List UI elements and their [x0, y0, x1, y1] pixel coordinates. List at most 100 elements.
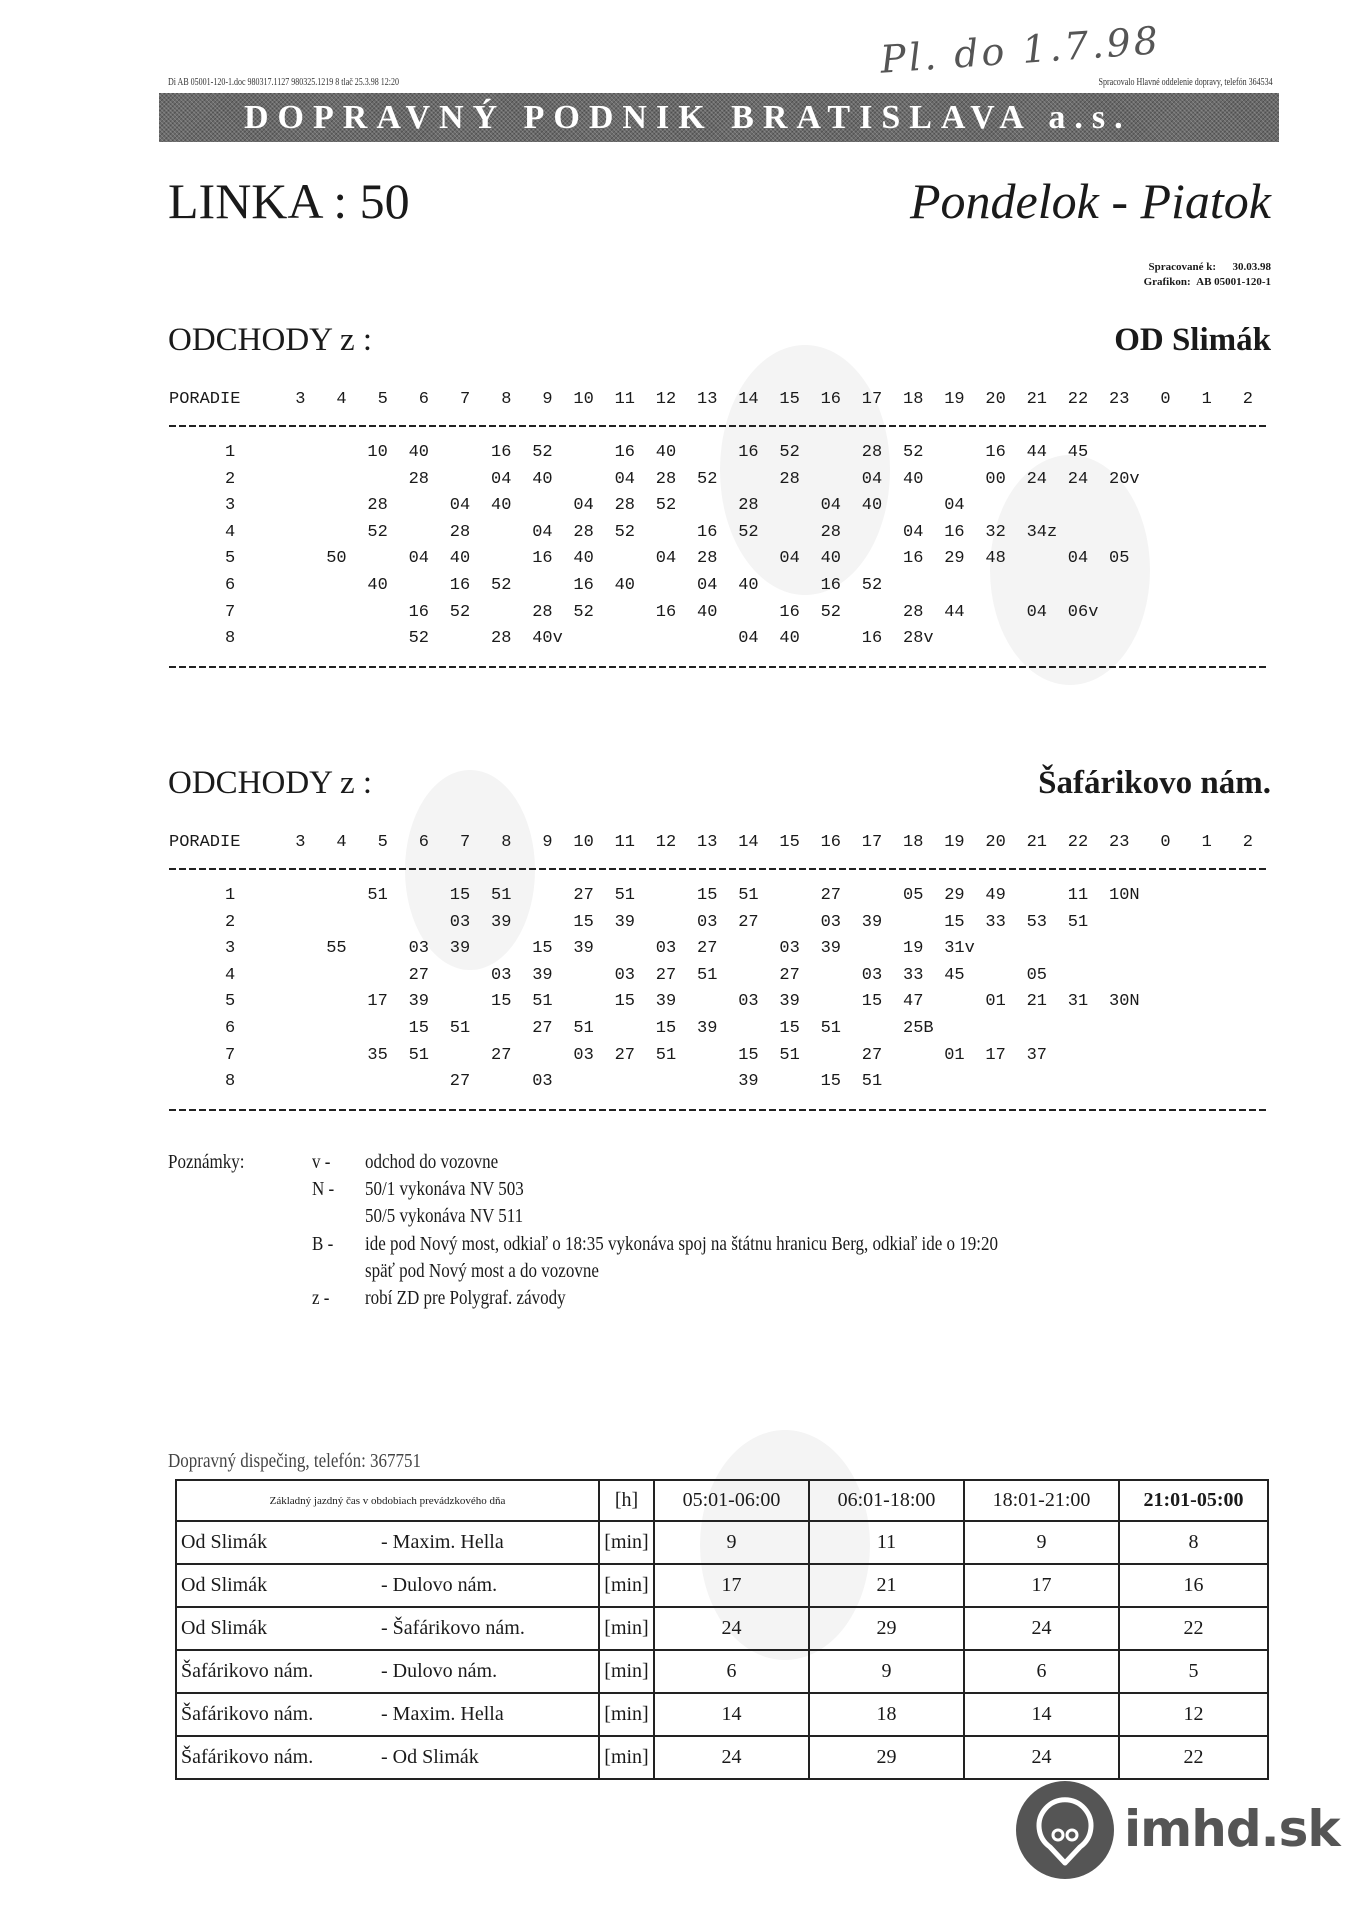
time-cell: 22	[1118, 1735, 1269, 1780]
departure-minute: 45	[944, 965, 965, 985]
departure-minute: 16	[532, 549, 553, 569]
hour-label: 17	[861, 833, 883, 852]
departure-minute: 40	[573, 549, 594, 569]
departure-minute: 05	[1109, 549, 1130, 569]
departure-minute: 10	[367, 443, 388, 462]
departure-minute: 32	[985, 522, 1006, 542]
time-cell: 16	[1118, 1563, 1269, 1608]
note-text: robí ZD pre Polygraf. závody	[365, 1287, 566, 1309]
unit-cell: [min]	[598, 1735, 655, 1780]
departure-minute: 39	[449, 939, 471, 959]
departure-minute: 52	[738, 522, 759, 542]
departure-minute: 48	[985, 549, 1006, 569]
departure-minute: 27	[655, 965, 677, 985]
row-number: 7	[225, 602, 236, 622]
departure-minute: 03	[532, 1072, 553, 1092]
hour-label: 12	[655, 390, 677, 409]
imhd-logo-icon	[1016, 1781, 1114, 1879]
row-number: 3	[225, 496, 236, 516]
time-cell: 22	[1118, 1606, 1269, 1651]
departure-minute: 28	[861, 443, 883, 462]
time-cell: 17	[653, 1563, 810, 1608]
stop-name: OD Slimák	[1114, 322, 1271, 358]
row-number: 7	[225, 1045, 236, 1065]
departure-minute: 40	[738, 576, 759, 595]
departure-minute: 39	[491, 912, 512, 932]
departure-minute: 28	[820, 522, 841, 542]
departure-minute: 15	[449, 886, 471, 905]
hour-label: 19	[944, 833, 965, 852]
time-cell: 5	[1118, 1649, 1269, 1694]
watermark-logo	[720, 345, 890, 595]
time-cell: 8	[1118, 1520, 1269, 1565]
divider	[169, 868, 1269, 870]
departure-minute: 52	[779, 443, 800, 462]
departure-minute: 16	[655, 602, 677, 622]
route-from: Šafárikovo nám.	[181, 1703, 314, 1725]
departures-title: ODCHODY z :	[168, 765, 373, 801]
departure-minute: 40	[903, 469, 924, 489]
departures-title: ODCHODY z :	[168, 322, 373, 358]
departure-minute: 15	[614, 992, 635, 1012]
departure-minute: 11	[1067, 886, 1089, 905]
hour-label: 2	[1242, 833, 1253, 852]
hour-label: 20	[985, 390, 1006, 409]
route-from: Od Slimák	[181, 1617, 268, 1639]
row-number: 2	[225, 469, 236, 489]
processed-to: Spracované k: 30.03.98	[1148, 261, 1271, 273]
unit-cell: [min]	[598, 1563, 655, 1608]
processed-to-label: Spracované k:	[1148, 261, 1216, 273]
route-cell: Šafárikovo nám. - Dulovo nám.	[175, 1649, 600, 1694]
departure-minute: 15	[697, 886, 718, 905]
departure-minute: 27	[491, 1045, 512, 1065]
departure-minute: 03	[614, 965, 635, 985]
departure-minute: 15	[491, 992, 512, 1012]
departure-minute: 39	[779, 992, 800, 1012]
departure-minute: 04	[449, 496, 471, 516]
departure-minute: 39	[861, 912, 883, 932]
line-title: LINKA : 50	[168, 173, 410, 229]
row-number: 8	[225, 1072, 236, 1092]
departure-minute: 16	[491, 443, 512, 462]
poradie-label: PORADIE	[169, 833, 241, 852]
departure-minute: 52	[408, 629, 429, 649]
departure-minute: 04	[532, 522, 553, 542]
hour-label: 16	[820, 390, 841, 409]
grafikon-label: Grafikon:	[1143, 276, 1191, 288]
departure-minute: 04	[408, 549, 429, 569]
departure-minute: 44	[944, 602, 965, 622]
departure-minute: 03	[449, 912, 471, 932]
hour-label: 0	[1160, 390, 1171, 409]
departure-minute: 04	[820, 496, 841, 516]
hour-label: 4	[336, 390, 347, 409]
departure-minute: 16	[903, 549, 924, 569]
departure-minute: 04	[1026, 602, 1047, 622]
hour-label: 15	[779, 390, 800, 409]
hour-label: 14	[738, 833, 759, 852]
departure-minute: 40	[779, 629, 800, 649]
hour-label: 22	[1067, 833, 1089, 852]
departure-minute: 15	[861, 992, 883, 1012]
departure-minute: 40	[367, 576, 388, 595]
route-from: Od Slimák	[181, 1531, 268, 1553]
departure-minute: 29	[944, 886, 965, 905]
route-cell: Šafárikovo nám. - Maxim. Hella	[175, 1692, 600, 1737]
departure-minute: 28	[367, 496, 388, 516]
departure-minute: 40	[532, 469, 553, 489]
departure-minute: 27	[449, 1072, 471, 1092]
departure-minute: 24	[1067, 469, 1089, 489]
departure-minute: 03	[655, 939, 677, 959]
departure-minute: 05	[903, 886, 924, 905]
departure-minute: 39	[655, 992, 677, 1012]
departure-minute: 28	[408, 469, 429, 489]
route-from: Šafárikovo nám.	[181, 1746, 314, 1768]
header-cell: 21:01-05:00	[1118, 1479, 1269, 1522]
processed-to-value: 30.03.98	[1232, 261, 1272, 273]
handwritten-note: Pl. do 1.7.98	[878, 18, 1163, 82]
departure-minute: 16	[573, 576, 594, 595]
time-cell: 29	[808, 1606, 965, 1651]
note-text: 50/5 vykonáva NV 511	[365, 1205, 524, 1228]
departure-minute: 05	[1026, 965, 1047, 985]
note-key: v -	[312, 1151, 331, 1173]
departure-minute: 04	[738, 629, 759, 649]
